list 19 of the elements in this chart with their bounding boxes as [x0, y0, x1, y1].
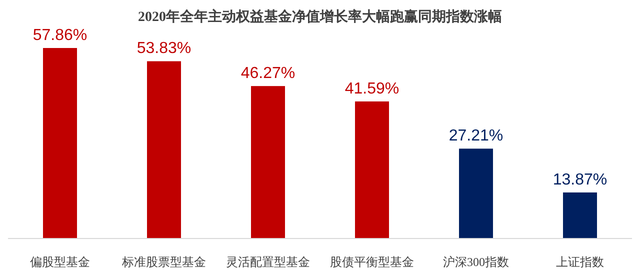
x-tick-label: 灵活配置型基金 [226, 255, 310, 269]
data-label: 53.83% [136, 40, 192, 58]
x-tick-label: 上证指数 [556, 255, 604, 269]
bar [251, 86, 285, 238]
x-tick-label: 股债平衡型基金 [330, 255, 414, 269]
bar [355, 101, 389, 238]
bar [459, 148, 493, 238]
data-label: 41.59% [344, 80, 400, 98]
x-tick-label: 偏股型基金 [30, 255, 90, 269]
data-label: 13.87% [552, 171, 608, 188]
bar [563, 192, 597, 238]
data-label: 57.86% [32, 27, 88, 44]
x-tick-label: 沪深300指数 [443, 255, 509, 269]
bar [147, 61, 181, 238]
data-label: 27.21% [448, 128, 504, 145]
chart-title: 2020年全年主动权益基金净值增长率大幅跑赢同期指数涨幅 [138, 8, 502, 25]
bar [43, 48, 77, 238]
data-label: 46.27% [240, 65, 296, 82]
x-tick-label: 标准股票型基金 [121, 255, 206, 269]
